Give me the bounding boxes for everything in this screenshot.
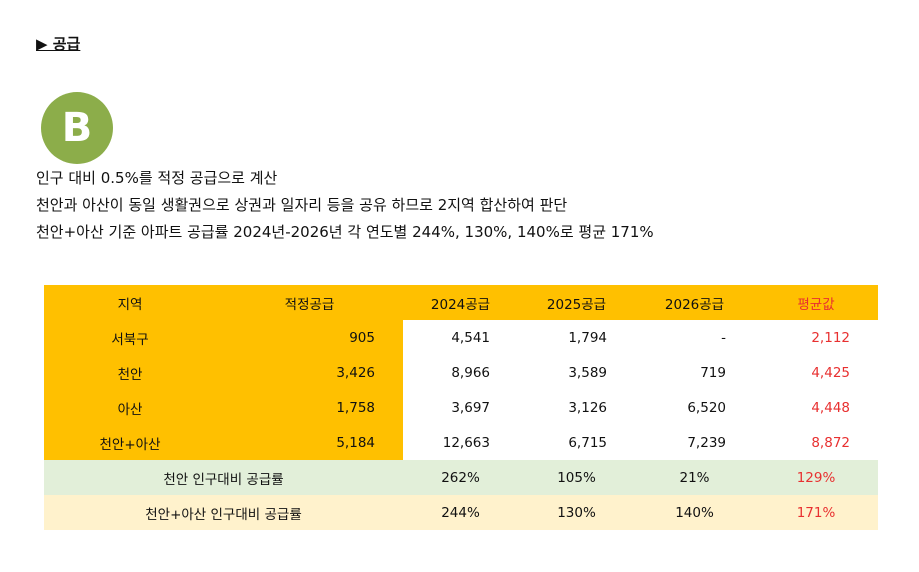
notes-block: 인구 대비 0.5%를 적정 공급으로 계산 천안과 아산이 동일 생활권으로 … (36, 168, 654, 249)
supply-2025-cell: 3,126 (568, 399, 607, 416)
supply-2024-cell: 8,966 (451, 364, 490, 381)
ratio-2026-cell: 140% (635, 495, 754, 530)
note-line: 천안+아산 기준 아파트 공급률 2024년-2026년 각 연도별 244%,… (36, 223, 654, 241)
supply-2025-cell: 3,589 (568, 364, 607, 381)
supply-2024-cell: 4,541 (451, 329, 490, 346)
section-heading: ▶ 공급 (36, 35, 81, 53)
column-header: 2025공급 (518, 285, 635, 320)
table-header-row: 지역 적정공급 2024공급 2025공급 2026공급 평균값 (44, 285, 878, 320)
target-supply-cell: 905 (216, 320, 403, 355)
target-supply-cell: 5,184 (216, 425, 403, 460)
supply-2024-cell: 12,663 (442, 434, 490, 451)
supply-table: 지역 적정공급 2024공급 2025공급 2026공급 평균값 서북구 905… (44, 285, 878, 530)
supply-2026-cell: 6,520 (687, 399, 726, 416)
supply-2025-cell: 1,794 (568, 329, 607, 346)
ratio-2025-cell: 105% (518, 460, 635, 495)
supply-2026-cell: 7,239 (687, 434, 726, 451)
average-cell: 4,448 (811, 399, 850, 416)
average-cell: 8,872 (811, 434, 850, 451)
table-row: 천안 3,426 8,966 3,589 719 4,425 (44, 355, 878, 390)
column-header: 평균값 (754, 285, 878, 320)
supply-2026-cell: - (721, 329, 726, 346)
region-cell: 천안+아산 (44, 425, 216, 460)
ratio-label: 천안 인구대비 공급률 (44, 460, 403, 495)
ratio-2024-cell: 244% (403, 495, 518, 530)
ratio-2025-cell: 130% (518, 495, 635, 530)
ratio-label: 천안+아산 인구대비 공급률 (44, 495, 403, 530)
table-row: 천안+아산 5,184 12,663 6,715 7,239 8,872 (44, 425, 878, 460)
target-supply-cell: 3,426 (216, 355, 403, 390)
region-cell: 아산 (44, 390, 216, 425)
supply-2025-cell: 6,715 (568, 434, 607, 451)
badge-circle-icon: B (41, 92, 113, 164)
supply-2026-cell: 719 (700, 364, 726, 381)
table-row: 서북구 905 4,541 1,794 - 2,112 (44, 320, 878, 355)
ratio-row-cheonan: 천안 인구대비 공급률 262% 105% 21% 129% (44, 460, 878, 495)
column-header: 적정공급 (216, 285, 403, 320)
target-supply-cell: 1,758 (216, 390, 403, 425)
column-header: 지역 (44, 285, 216, 320)
average-cell: 2,112 (811, 329, 850, 346)
note-line: 천안과 아산이 동일 생활권으로 상권과 일자리 등을 공유 하므로 2지역 합… (36, 196, 568, 214)
note-line: 인구 대비 0.5%를 적정 공급으로 계산 (36, 169, 278, 187)
ratio-2026-cell: 21% (635, 460, 754, 495)
column-header: 2026공급 (635, 285, 754, 320)
ratio-average-cell: 129% (754, 460, 878, 495)
ratio-average-cell: 171% (754, 495, 878, 530)
ratio-2024-cell: 262% (403, 460, 518, 495)
region-cell: 서북구 (44, 320, 216, 355)
ratio-row-combined: 천안+아산 인구대비 공급률 244% 130% 140% 171% (44, 495, 878, 530)
column-header: 2024공급 (403, 285, 518, 320)
region-cell: 천안 (44, 355, 216, 390)
supply-2024-cell: 3,697 (451, 399, 490, 416)
badge-letter: B (61, 105, 93, 151)
table-row: 아산 1,758 3,697 3,126 6,520 4,448 (44, 390, 878, 425)
average-cell: 4,425 (811, 364, 850, 381)
